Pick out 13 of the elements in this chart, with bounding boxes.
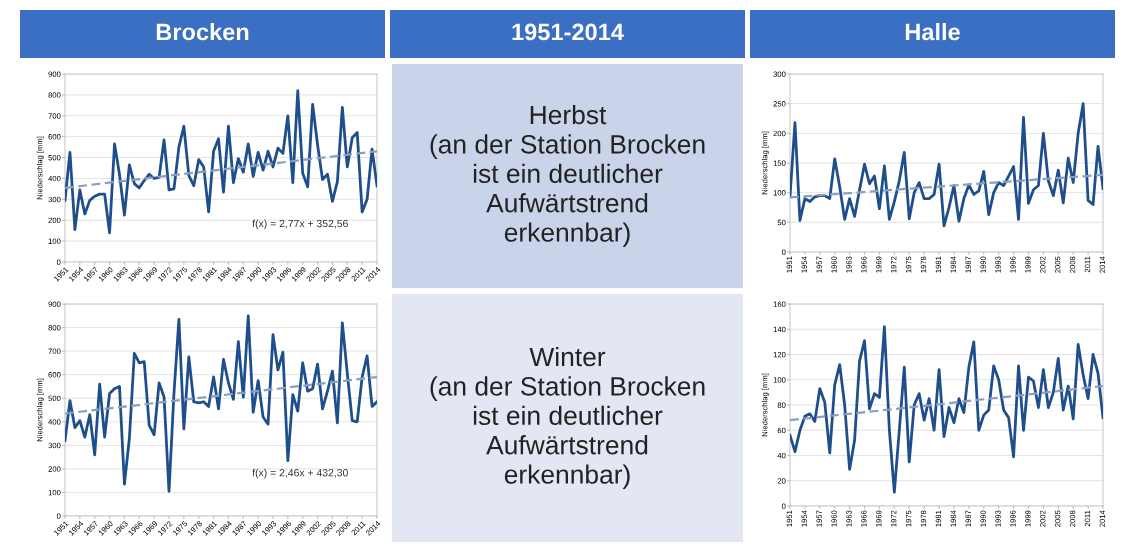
text: Herbst (530, 104, 607, 125)
line-series (65, 314, 377, 493)
text: (an der Station Brocken ist ein deutlicher Aufwärtstrend erkennbar) (430, 376, 705, 490)
text: 1951-2014 (512, 23, 624, 41)
line-series (790, 325, 1103, 494)
text: Winter (529, 346, 606, 367)
annotation: f(x) = 2,46x + 432,30 (252, 468, 348, 479)
line-series (65, 89, 377, 235)
line-series (790, 102, 1103, 228)
text: (an der Station Brocken ist ein deutlicher Aufwärtstrend erkennbar) (430, 134, 705, 248)
chart-title: Brocken (156, 23, 249, 41)
annotation: f(x) = 2,77x + 352,56 (252, 219, 348, 230)
chart-title: Halle (905, 23, 960, 41)
